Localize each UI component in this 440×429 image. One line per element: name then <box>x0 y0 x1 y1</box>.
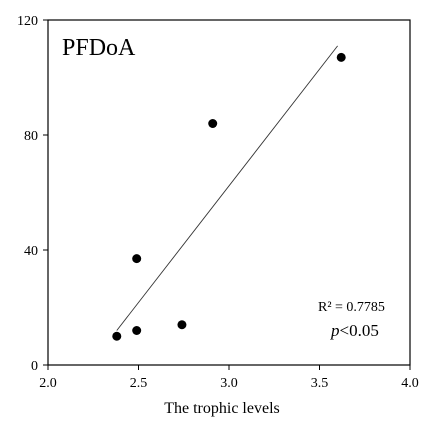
x-tick-label: 2.0 <box>39 376 57 391</box>
y-tick-label: 0 <box>31 359 38 374</box>
p-symbol: p <box>330 321 340 340</box>
x-tick-label: 4.0 <box>401 376 419 391</box>
x-tick-label: 2.5 <box>130 376 148 391</box>
data-point <box>132 326 142 335</box>
data-point <box>177 320 187 330</box>
y-tick-label: 120 <box>17 14 38 29</box>
y-tick-label: 40 <box>24 244 38 259</box>
x-axis-label: The trophic levels <box>164 400 280 417</box>
data-point <box>132 254 142 264</box>
p-value-label: p<0.05 <box>330 321 379 340</box>
x-tick-label: 3.0 <box>220 376 238 391</box>
data-point <box>112 331 122 341</box>
data-point <box>336 52 346 62</box>
p-threshold: <0.05 <box>340 321 379 340</box>
r-squared-label: R² = 0.7785 <box>318 300 385 315</box>
data-points <box>112 52 346 341</box>
y-tick-label: 80 <box>24 129 38 144</box>
panel-title: PFDoA <box>62 35 136 61</box>
x-tick-label: 3.5 <box>311 376 329 391</box>
y-axis-ticks: 0 40 80 120 <box>17 14 48 374</box>
x-axis-ticks: 2.0 2.5 3.0 3.5 4.0 <box>39 365 419 391</box>
trendline <box>116 45 338 331</box>
data-point <box>208 119 218 128</box>
